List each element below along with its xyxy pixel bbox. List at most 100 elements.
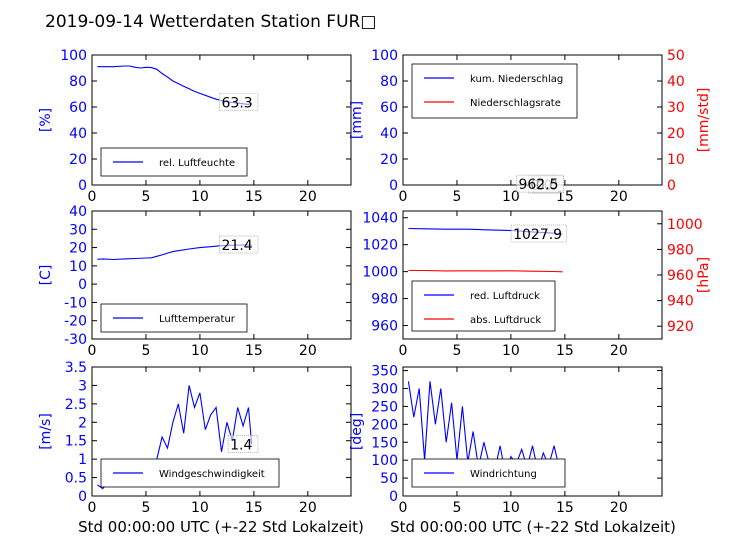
y2-tick-label-precipitation-50: 50 bbox=[667, 48, 685, 64]
x-tick-label-temperature-20: 20 bbox=[299, 343, 317, 359]
plot-frame-winddirection bbox=[402, 366, 663, 497]
y2-tick-label-precipitation-20: 20 bbox=[667, 126, 685, 142]
legend-label-precipitation-0: kum. Niederschlag bbox=[470, 74, 563, 85]
y-tick-label-winddirection-350: 350 bbox=[371, 364, 398, 380]
y2-tick-label-precipitation-40: 40 bbox=[667, 74, 685, 90]
x-tick-label-winddirection-20: 20 bbox=[610, 500, 628, 516]
y-axis-label-windspeed: [m/s] bbox=[38, 413, 54, 450]
legend-box-precipitation bbox=[411, 63, 578, 119]
y-tick-label-winddirection-150: 150 bbox=[371, 435, 398, 451]
x-tick-label-humidity-5: 5 bbox=[141, 189, 150, 205]
y-tick-label-humidity-100: 100 bbox=[60, 48, 87, 64]
x-tick-label-pressure-5: 5 bbox=[452, 343, 461, 359]
x-tick-label-winddirection-10: 10 bbox=[502, 500, 520, 516]
y2-tick-label-pressure-960: 960 bbox=[667, 268, 694, 284]
y-axis-label-winddirection: [deg] bbox=[349, 413, 365, 450]
x-tick-label-windspeed-20: 20 bbox=[299, 500, 317, 516]
plot-frame-windspeed bbox=[91, 366, 352, 497]
y-tick-label-windspeed-3.5: 3.5 bbox=[65, 360, 87, 376]
legend-label-precipitation-1: Niederschlagsrate bbox=[470, 98, 561, 109]
y2-tick-label-pressure-940: 940 bbox=[667, 294, 694, 310]
x-tick-label-windspeed-5: 5 bbox=[141, 500, 150, 516]
x-tick-label-winddirection-0: 0 bbox=[399, 500, 408, 516]
x-tick-label-windspeed-10: 10 bbox=[191, 500, 209, 516]
x-axis-label-left: Std 00:00:00 UTC (+-22 Std Lokalzeit) bbox=[78, 518, 364, 536]
legend-label-temperature-0: Lufttemperatur bbox=[159, 314, 236, 325]
x-tick-label-temperature-0: 0 bbox=[88, 343, 97, 359]
y-axis-label-humidity: [%] bbox=[38, 108, 54, 132]
y2-tick-label-pressure-980: 980 bbox=[667, 242, 694, 258]
legend-label-windspeed-0: Windgeschwindigkeit bbox=[159, 469, 265, 480]
annotation-box-windspeed-0 bbox=[227, 435, 259, 453]
chart-panel-temperature: 0 5 10 15 20 -30 -20 -10 0 10 20 30 40 [C] 21.4 Lufttem… bbox=[38, 204, 352, 359]
y-tick-label-temperature-0: 0 bbox=[78, 277, 87, 293]
y-axis-label-precipitation: [mm] bbox=[349, 101, 365, 139]
y-tick-label-pressure-980: 980 bbox=[371, 292, 398, 308]
y-tick-label-temperature--30: -30 bbox=[64, 332, 87, 348]
y-tick-label-pressure-1040: 1040 bbox=[362, 211, 398, 227]
annotation-windspeed-0: 1.4 bbox=[230, 437, 252, 453]
annotation-box-humidity-0 bbox=[219, 93, 259, 112]
y2-tick-label-pressure-920: 920 bbox=[667, 319, 694, 335]
y-tick-label-humidity-80: 80 bbox=[69, 74, 87, 90]
plot-frame-temperature bbox=[91, 210, 352, 340]
y-tick-label-precipitation-0: 0 bbox=[389, 178, 398, 194]
y2-tick-label-pressure-1000: 1000 bbox=[667, 217, 703, 233]
y-tick-label-winddirection-300: 300 bbox=[371, 382, 398, 398]
y-tick-label-winddirection-250: 250 bbox=[371, 399, 398, 415]
y-tick-label-humidity-20: 20 bbox=[69, 152, 87, 168]
x-tick-label-windspeed-0: 0 bbox=[88, 500, 97, 516]
y-tick-label-windspeed-2: 2 bbox=[78, 415, 87, 431]
y-tick-label-pressure-960: 960 bbox=[371, 319, 398, 335]
x-tick-label-pressure-10: 10 bbox=[502, 343, 520, 359]
x-tick-label-humidity-10: 10 bbox=[191, 189, 209, 205]
x-tick-label-precipitation-0: 0 bbox=[399, 189, 408, 205]
y2-tick-label-precipitation-10: 10 bbox=[667, 152, 685, 168]
y2-tick-label-precipitation-30: 30 bbox=[667, 100, 685, 116]
legend-label-winddirection-0: Windrichtung bbox=[470, 469, 537, 480]
y2-axis-label-precipitation: [mm/std] bbox=[696, 88, 712, 153]
y-tick-label-precipitation-100: 100 bbox=[371, 48, 398, 64]
figure-title: 2019-09-14 Wetterdaten Station FUR□ bbox=[45, 12, 376, 32]
x-axis-label-right: Std 00:00:00 UTC (+-22 Std Lokalzeit) bbox=[390, 518, 676, 536]
x-tick-label-temperature-15: 15 bbox=[245, 343, 263, 359]
y-tick-label-winddirection-0: 0 bbox=[389, 489, 398, 505]
y-tick-label-temperature-30: 30 bbox=[69, 222, 87, 238]
x-tick-label-precipitation-20: 20 bbox=[610, 189, 628, 205]
y-tick-label-precipitation-60: 60 bbox=[380, 100, 398, 116]
y-tick-label-temperature--20: -20 bbox=[64, 314, 87, 330]
y-tick-label-temperature--10: -10 bbox=[64, 295, 87, 311]
x-tick-label-temperature-10: 10 bbox=[191, 343, 209, 359]
x-tick-label-humidity-0: 0 bbox=[88, 189, 97, 205]
y-tick-label-windspeed-3: 3 bbox=[78, 378, 87, 394]
x-tick-label-humidity-15: 15 bbox=[245, 189, 263, 205]
y-axis-label-temperature: [C] bbox=[38, 265, 54, 286]
y-tick-label-windspeed-1: 1 bbox=[78, 452, 87, 468]
plot-frame-humidity bbox=[91, 54, 352, 186]
y-tick-label-temperature-20: 20 bbox=[69, 241, 87, 257]
y-tick-label-windspeed-2.5: 2.5 bbox=[65, 397, 87, 413]
legend-label-pressure-1: abs. Luftdruck bbox=[470, 315, 541, 326]
y-tick-label-winddirection-50: 50 bbox=[380, 471, 398, 487]
legend-label-pressure-0: red. Luftdruck bbox=[470, 291, 540, 302]
y-tick-label-temperature-40: 40 bbox=[69, 204, 87, 220]
y-tick-label-windspeed-0: 0 bbox=[78, 489, 87, 505]
annotation-box-pressure-0 bbox=[510, 224, 568, 243]
series-line-pressure-1 bbox=[408, 269, 563, 273]
x-tick-label-windspeed-15: 15 bbox=[245, 500, 263, 516]
y-tick-label-windspeed-0.5: 0.5 bbox=[65, 471, 87, 487]
x-tick-label-winddirection-5: 5 bbox=[452, 500, 461, 516]
x-tick-label-pressure-15: 15 bbox=[556, 343, 574, 359]
y-tick-label-humidity-60: 60 bbox=[69, 100, 87, 116]
y-tick-label-precipitation-20: 20 bbox=[380, 152, 398, 168]
y-tick-label-temperature-10: 10 bbox=[69, 259, 87, 275]
annotation-humidity-0: 63.3 bbox=[222, 96, 253, 112]
chart-panel-pressure: 0 5 10 15 2096098010001020104092094096098010… bbox=[362, 174, 712, 359]
y-tick-label-pressure-1000: 1000 bbox=[362, 265, 398, 281]
x-tick-label-humidity-20: 20 bbox=[299, 189, 317, 205]
chart-panel-humidity: 0 5 10 15 20 0 20 40 60 80 100 [%] 63.3 rel. Luftfeuc… bbox=[38, 48, 352, 205]
y-tick-label-precipitation-80: 80 bbox=[380, 74, 398, 90]
